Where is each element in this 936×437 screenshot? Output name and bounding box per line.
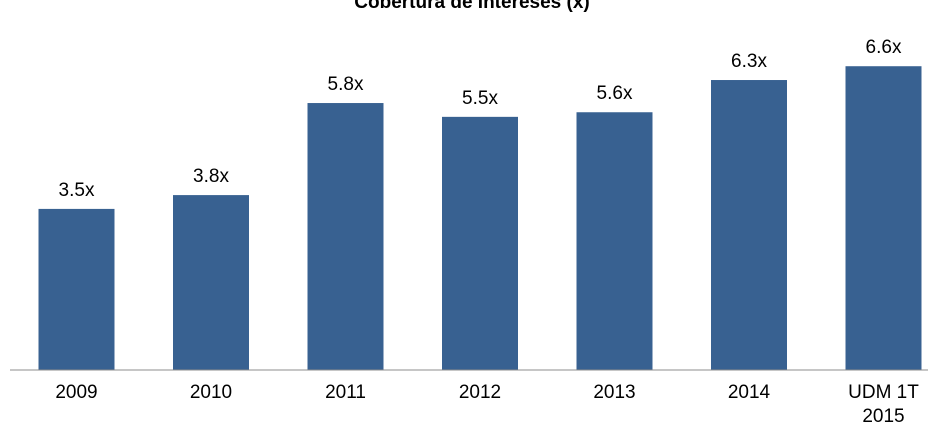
bar-6 xyxy=(845,66,922,370)
data-labels-group: 3.5x 3.8x 5.8x 5.5x 5.6x 6.3x 6.6x xyxy=(59,37,902,201)
data-label-6: 6.6x xyxy=(866,37,902,58)
data-label-5: 6.3x xyxy=(731,51,767,72)
bar-1 xyxy=(173,195,249,370)
data-label-0: 3.5x xyxy=(59,180,95,201)
bar-5 xyxy=(711,80,787,370)
data-label-1: 3.8x xyxy=(193,166,229,187)
x-tick-label-0: 2009 xyxy=(55,382,97,403)
x-tick-label-3: 2012 xyxy=(459,382,501,403)
chart-title: Cobertura de Intereses (x) xyxy=(354,0,589,13)
bar-3 xyxy=(442,116,518,371)
x-tick-label-1: 2010 xyxy=(190,382,232,403)
x-tick-labels-group: 2009 2010 2011 2012 2013 2014 UDM 1T 2015 xyxy=(55,382,919,427)
bar-0 xyxy=(38,208,115,370)
data-label-2: 5.8x xyxy=(328,74,364,95)
bar-4 xyxy=(576,112,653,370)
bar-2 xyxy=(307,103,384,370)
data-label-3: 5.5x xyxy=(462,88,498,109)
x-tick-label-5: 2014 xyxy=(728,382,771,403)
x-tick-label-6-line-1: 2015 xyxy=(862,406,904,427)
x-tick-label-6-line-0: UDM 1T xyxy=(848,382,919,403)
bars-group xyxy=(38,66,922,371)
x-tick-label-4: 2013 xyxy=(593,382,635,403)
data-label-4: 5.6x xyxy=(597,83,633,104)
x-tick-label-2: 2011 xyxy=(325,382,366,403)
